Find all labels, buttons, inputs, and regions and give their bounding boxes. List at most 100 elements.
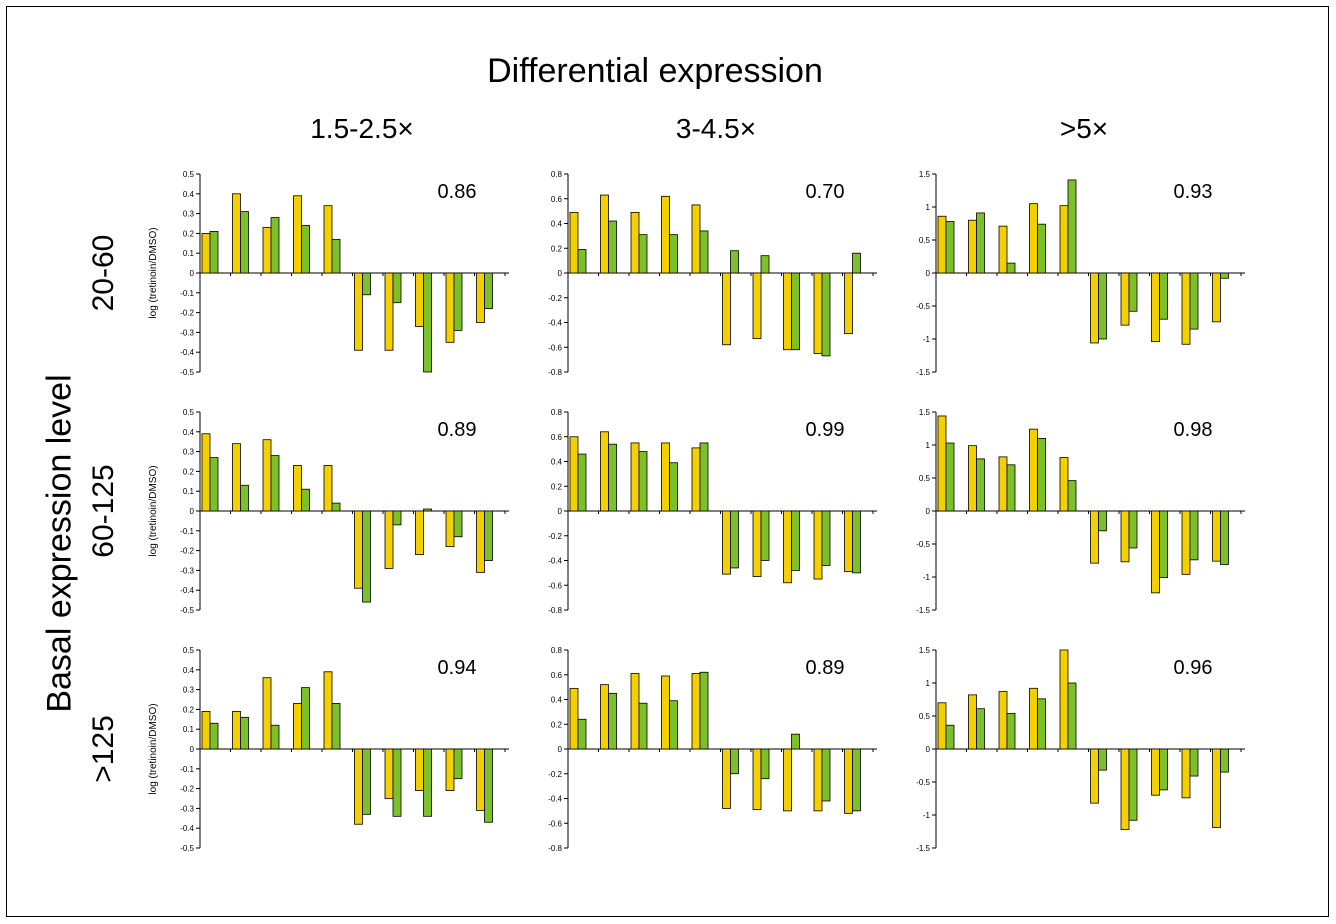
correlation-label: 0.98: [1174, 419, 1213, 441]
bar-series-2: [331, 238, 341, 274]
bar-series-1: [783, 748, 792, 812]
bar-series-1: [262, 439, 272, 512]
correlation-label: 0.89: [438, 419, 477, 441]
bar-series-1: [813, 510, 823, 580]
bar-series-2: [1159, 272, 1168, 320]
y-tick-label: -0.4: [548, 795, 562, 804]
bar-series-2: [821, 510, 831, 566]
bar-series-1: [293, 703, 302, 750]
y-tick-label: -0.5: [916, 302, 930, 311]
bar-series-2: [1006, 262, 1016, 274]
bar-series-2: [209, 722, 219, 750]
y-tick-label: -0.2: [548, 294, 562, 303]
bar-series-2: [577, 718, 587, 750]
y-tick-label: -0.2: [180, 309, 194, 318]
y-tick-label: 1: [926, 203, 931, 212]
y-tick-label: 0.4: [551, 220, 563, 229]
y-tick-label: -0.8: [548, 368, 562, 377]
correlation-label: 0.70: [806, 181, 845, 203]
y-tick-label: 1: [926, 441, 931, 450]
y-tick-label: 1.5: [919, 408, 931, 417]
bar-series-1: [844, 748, 853, 814]
correlation-label: 0.93: [1174, 181, 1213, 203]
bar-series-2: [1098, 272, 1107, 340]
bar-series-1: [323, 465, 333, 512]
bar-series-1: [968, 445, 977, 512]
bar-series-1: [201, 433, 211, 512]
bar-series-1: [1151, 272, 1160, 343]
y-tick-label: 0.5: [183, 170, 195, 179]
bar-series-2: [270, 217, 280, 274]
y-tick-label: -0.8: [548, 844, 562, 853]
y-tick-label: 0.5: [919, 712, 931, 721]
bar-series-2: [669, 700, 678, 750]
bar-series-1: [630, 442, 640, 512]
y-tick-label: 0.2: [551, 720, 563, 729]
bar-series-2: [301, 488, 310, 512]
bar-series-1: [844, 272, 853, 335]
bar-series-1: [783, 272, 792, 351]
bar-series-2: [976, 458, 985, 512]
bar-series-1: [1120, 272, 1130, 326]
y-tick-label: -0.2: [180, 547, 194, 556]
bar-series-1: [354, 748, 363, 825]
correlation-label: 0.94: [438, 657, 477, 679]
chart-panel-3: 1.5 1 0.5 0 -0.5 -1 -1.5 0.93: [916, 170, 1245, 377]
bar-series-1: [1212, 510, 1221, 562]
y-tick-label: -0.5: [180, 844, 194, 853]
y-tick-label: 0.1: [183, 249, 195, 258]
bar-series-1: [968, 219, 977, 274]
y-tick-label: -0.5: [180, 606, 194, 615]
bar-series-1: [476, 272, 485, 323]
y-tick-label: -1: [923, 811, 931, 820]
bar-series-1: [722, 510, 731, 575]
bar-series-1: [1151, 748, 1160, 796]
bar-series-2: [423, 748, 432, 817]
bar-series-2: [1037, 698, 1046, 750]
bar-series-2: [669, 234, 678, 274]
bar-series-1: [937, 415, 947, 512]
bar-series-2: [852, 510, 861, 574]
bar-series-1: [1120, 510, 1130, 563]
y-tick-label: -0.5: [180, 368, 194, 377]
y-tick-label: -0.4: [180, 824, 194, 833]
bar-series-2: [1189, 510, 1199, 561]
y-tick-label: 0.2: [551, 244, 563, 253]
bar-series-2: [423, 272, 432, 373]
bar-series-2: [976, 708, 985, 750]
bar-series-1: [1029, 428, 1038, 512]
bar-series-1: [1090, 510, 1099, 564]
bar-series-1: [569, 687, 579, 750]
y-tick-label: -0.3: [180, 566, 194, 575]
y-axis-title: log (tretinoin/DMSO): [148, 703, 159, 794]
bar-series-2: [392, 510, 402, 526]
bar-series-2: [362, 510, 371, 603]
bar-series-2: [240, 716, 249, 750]
bar-series-2: [821, 748, 831, 802]
bar-series-2: [791, 510, 800, 571]
bar-series-1: [752, 272, 762, 339]
y-tick-label: 0.5: [919, 474, 931, 483]
bar-series-2: [1220, 272, 1229, 279]
bar-series-2: [240, 484, 249, 512]
bar-series-2: [1128, 748, 1138, 821]
bar-series-1: [1059, 649, 1069, 750]
y-tick-label: 0.5: [183, 408, 195, 417]
chart-panel-6: 1.5 1 0.5 0 -0.5 -1 -1.5 0.98: [916, 408, 1245, 615]
y-tick-label: 0.6: [551, 671, 563, 680]
bar-series-2: [1159, 510, 1168, 579]
y-tick-label: 0.2: [183, 467, 195, 476]
bar-series-2: [760, 748, 770, 780]
bar-series-2: [1067, 480, 1077, 512]
bar-series-2: [484, 510, 493, 561]
bar-series-1: [476, 748, 485, 811]
bar-series-1: [1090, 748, 1099, 804]
bar-series-1: [569, 211, 579, 274]
y-axis-title: log (tretinoin/DMSO): [148, 227, 159, 318]
y-tick-label: 0: [190, 507, 195, 516]
y-tick-label: 0.2: [551, 482, 563, 491]
correlation-label: 0.89: [806, 657, 845, 679]
chart-panel-1: 0.5 0.4 0.3 0.2 0.1 0 -0.1 -0.2 -0.3 -0.4 -0.5 0.86…: [148, 170, 509, 377]
column-title-1: 1.5-2.5×: [310, 113, 414, 144]
